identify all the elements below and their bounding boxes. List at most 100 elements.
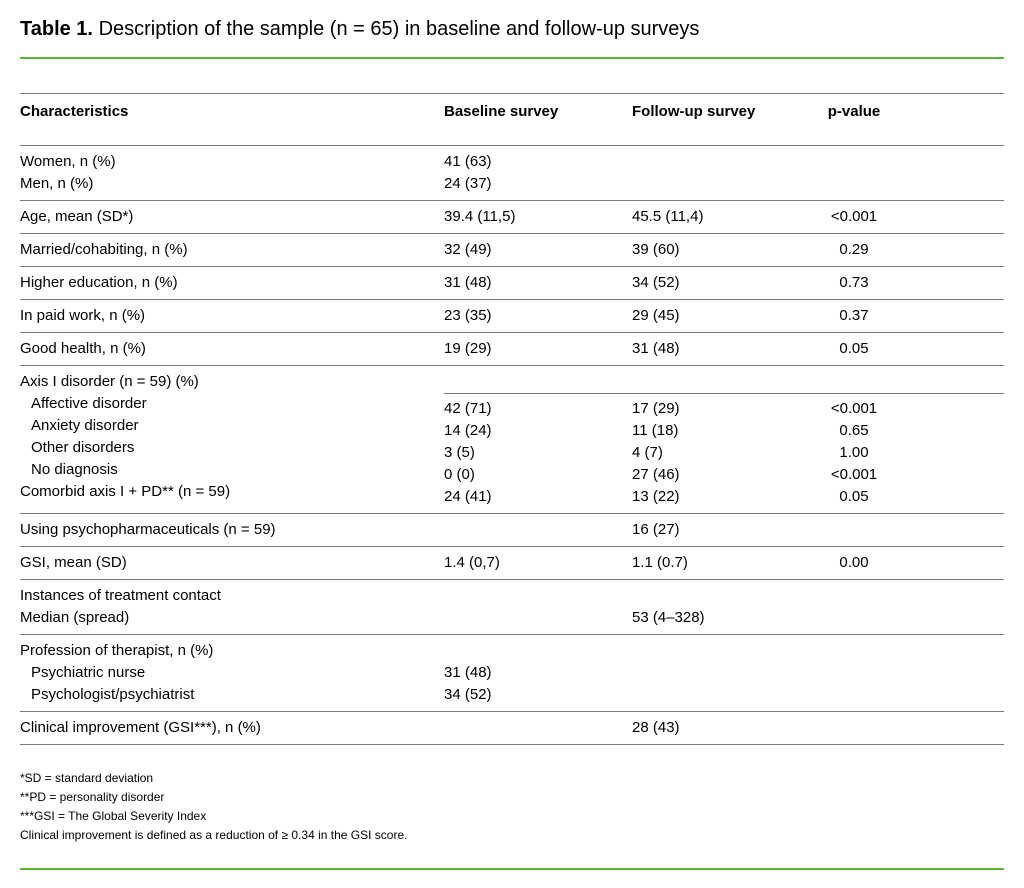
pvalue-cell <box>822 519 886 541</box>
table-title: Table 1. Description of the sample (n = … <box>20 18 1004 41</box>
row-label-cell: Age, mean (SD*) <box>20 206 444 228</box>
cell-value: 39.4 (11,5) <box>444 208 516 225</box>
row-label: Using psychopharmaceuticals (n = 59) <box>20 521 276 538</box>
baseline-cell <box>444 519 632 541</box>
table-row-group: Women, n (%) Men, n (%) 41 (63) 24 (37) <box>20 146 1004 201</box>
table-row-group: Axis I disorder (n = 59) (%) Affective di… <box>20 366 1004 514</box>
data-table: Characteristics Baseline survey Follow-u… <box>20 93 1004 745</box>
table-body: Women, n (%) Men, n (%) 41 (63) 24 (37) Age,… <box>20 146 1004 745</box>
cell-spacer <box>886 272 1004 294</box>
baseline-cell: 23 (35) <box>444 305 632 327</box>
followup-cell: 45.5 (11,4) <box>632 206 822 228</box>
cell-value: 32 (49) <box>444 241 492 258</box>
cell-spacer <box>886 519 1004 541</box>
row-label-cell: Higher education, n (%) <box>20 272 444 294</box>
header-spacer <box>886 103 1004 120</box>
row-label-cell: Using psychopharmaceuticals (n = 59) <box>20 519 444 541</box>
axis-values-block: 42 (71) 14 (24) 3 (5) 0 (0) 24 (41) 17 (29) 11… <box>444 371 1004 508</box>
row-label-cell: Profession of therapist, n (%) Psychiatri… <box>20 640 444 706</box>
table-row-group: In paid work, n (%) 23 (35) 29 (45) 0.37 <box>20 300 1004 333</box>
row-label: Anxiety disorder <box>31 417 139 434</box>
pvalue-cell: <0.001 <box>822 206 886 228</box>
cell-value: 31 (48) <box>444 664 492 681</box>
followup-cell: 16 (27) <box>632 519 822 541</box>
cell-value: 0.73 <box>839 274 869 291</box>
row-label-cell: Axis I disorder (n = 59) (%) Affective di… <box>20 371 444 508</box>
cell-value: 0.37 <box>839 307 869 324</box>
baseline-cell: 32 (49) <box>444 239 632 261</box>
baseline-cell: 31 (48) 34 (52) <box>444 640 632 706</box>
row-label: Age, mean (SD*) <box>20 208 134 225</box>
table-title-text: Description of the sample (n = 65) in ba… <box>98 18 700 40</box>
table-row-group: Age, mean (SD*) 39.4 (11,5) 45.5 (11,4) <0.… <box>20 201 1004 234</box>
cell-spacer <box>886 305 1004 327</box>
row-label: Median (spread) <box>20 609 130 626</box>
row-label: Instances of treatment contact <box>20 587 221 604</box>
top-green-rule <box>20 57 1004 59</box>
cell-value: 14 (24) <box>444 422 492 439</box>
row-label-cell: Married/cohabiting, n (%) <box>20 239 444 261</box>
baseline-cell: 39.4 (11,5) <box>444 206 632 228</box>
cell-value: 0.05 <box>839 488 869 505</box>
cell-value: 0.05 <box>839 340 869 357</box>
row-label: Psychiatric nurse <box>31 664 146 681</box>
cell-value: 11 (18) <box>632 422 679 439</box>
col-header-characteristics: Characteristics <box>20 103 129 120</box>
followup-cell: 39 (60) <box>632 239 822 261</box>
cell-value: <0.001 <box>830 466 878 483</box>
row-label: Women, n (%) <box>20 153 116 170</box>
cell-value: 0 (0) <box>444 466 475 483</box>
pvalue-cell <box>822 717 886 739</box>
followup-cell: 31 (48) <box>632 338 822 360</box>
cell-value: 19 (29) <box>444 340 492 357</box>
cell-value: 29 (45) <box>632 307 680 324</box>
cell-spacer <box>886 151 1004 195</box>
row-label: Other disorders <box>31 439 135 456</box>
followup-cell <box>632 151 822 195</box>
row-label: GSI, mean (SD) <box>20 554 127 571</box>
cell-spacer <box>886 717 1004 739</box>
row-label: In paid work, n (%) <box>20 307 146 324</box>
row-label: Affective disorder <box>31 395 147 412</box>
table-row-group: Using psychopharmaceuticals (n = 59) 16 (… <box>20 514 1004 547</box>
row-label: Psychologist/psychiatrist <box>31 686 195 703</box>
cell-value: 53 (4–328) <box>632 609 705 626</box>
footnote: **PD = personality disorder <box>20 790 165 804</box>
footnotes: *SD = standard deviation **PD = personali… <box>20 769 1004 845</box>
row-label-cell: GSI, mean (SD) <box>20 552 444 574</box>
row-label: Profession of therapist, n (%) <box>20 642 214 659</box>
col-header-followup: Follow-up survey <box>632 103 756 120</box>
cell-spacer <box>886 640 1004 706</box>
followup-cell <box>632 640 822 706</box>
cell-spacer <box>886 239 1004 261</box>
cell-spacer <box>886 398 1004 508</box>
cell-value: 24 (41) <box>444 488 492 505</box>
row-label: Comorbid axis I + PD** (n = 59) <box>20 483 231 500</box>
followup-cell: 34 (52) <box>632 272 822 294</box>
followup-cell: 17 (29) 11 (18) 4 (7) 27 (46) 13 (22) <box>632 398 822 508</box>
cell-value: 4 (7) <box>632 444 663 461</box>
followup-cell: 1.1 (0.7) <box>632 552 822 574</box>
pvalue-cell <box>822 151 886 195</box>
baseline-cell: 31 (48) <box>444 272 632 294</box>
followup-cell: 29 (45) <box>632 305 822 327</box>
cell-value: 24 (37) <box>444 175 492 192</box>
table-row-group: Married/cohabiting, n (%) 32 (49) 39 (60) 0… <box>20 234 1004 267</box>
cell-value: 3 (5) <box>444 444 475 461</box>
table-row-group: Good health, n (%) 19 (29) 31 (48) 0.05 <box>20 333 1004 366</box>
pvalue-cell: 0.00 <box>822 552 886 574</box>
pvalue-cell: <0.001 0.65 1.00 <0.001 0.05 <box>822 398 886 508</box>
table-title-label: Table 1. <box>20 18 93 40</box>
table-row-group: Higher education, n (%) 31 (48) 34 (52) 0.7… <box>20 267 1004 300</box>
col-header-pvalue: p-value <box>827 103 881 120</box>
cell-value: 42 (71) <box>444 400 492 417</box>
baseline-cell: 41 (63) 24 (37) <box>444 151 632 195</box>
cell-value <box>632 585 822 607</box>
partial-rule <box>444 371 1004 394</box>
cell-value: 31 (48) <box>632 340 680 357</box>
row-label: Married/cohabiting, n (%) <box>20 241 188 258</box>
pvalue-cell: 0.37 <box>822 305 886 327</box>
cell-value: 39 (60) <box>632 241 680 258</box>
cell-value <box>444 640 632 662</box>
